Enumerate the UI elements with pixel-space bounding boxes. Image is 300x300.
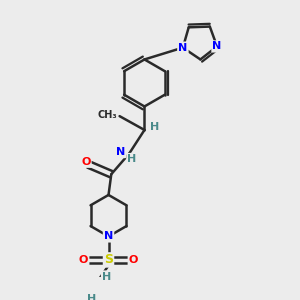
Text: H: H (128, 154, 137, 164)
Text: O: O (81, 157, 91, 167)
Text: H: H (149, 122, 159, 132)
Text: S: S (104, 254, 113, 266)
Text: O: O (79, 255, 88, 265)
Text: N: N (116, 147, 125, 157)
Text: H: H (102, 272, 111, 281)
Text: CH₃: CH₃ (97, 110, 117, 120)
Text: N: N (212, 41, 222, 51)
Text: H: H (87, 294, 97, 300)
Text: N: N (178, 43, 188, 52)
Text: O: O (129, 255, 138, 265)
Text: N: N (104, 231, 113, 242)
